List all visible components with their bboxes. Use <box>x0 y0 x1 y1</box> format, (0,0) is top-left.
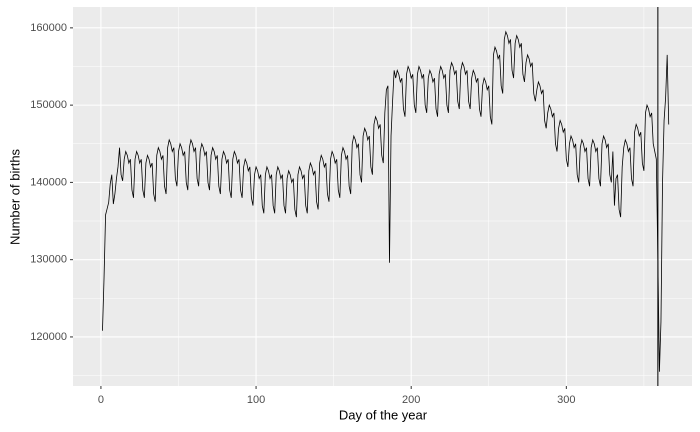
y-tick-label: 120000 <box>30 331 67 343</box>
y-tick-label: 130000 <box>30 254 67 266</box>
line-series <box>102 30 670 372</box>
y-tick-label: 150000 <box>30 99 67 111</box>
panel <box>73 7 692 386</box>
x-tick-label: 0 <box>98 394 104 406</box>
y-tick-label: 160000 <box>30 22 67 34</box>
y-axis-title: Number of births <box>7 148 22 245</box>
x-tick-label: 100 <box>247 394 265 406</box>
x-axis-title: Day of the year <box>339 407 428 422</box>
y-tick-label: 140000 <box>30 176 67 188</box>
x-tick-label: 200 <box>402 394 420 406</box>
x-tick-label: 300 <box>557 394 575 406</box>
